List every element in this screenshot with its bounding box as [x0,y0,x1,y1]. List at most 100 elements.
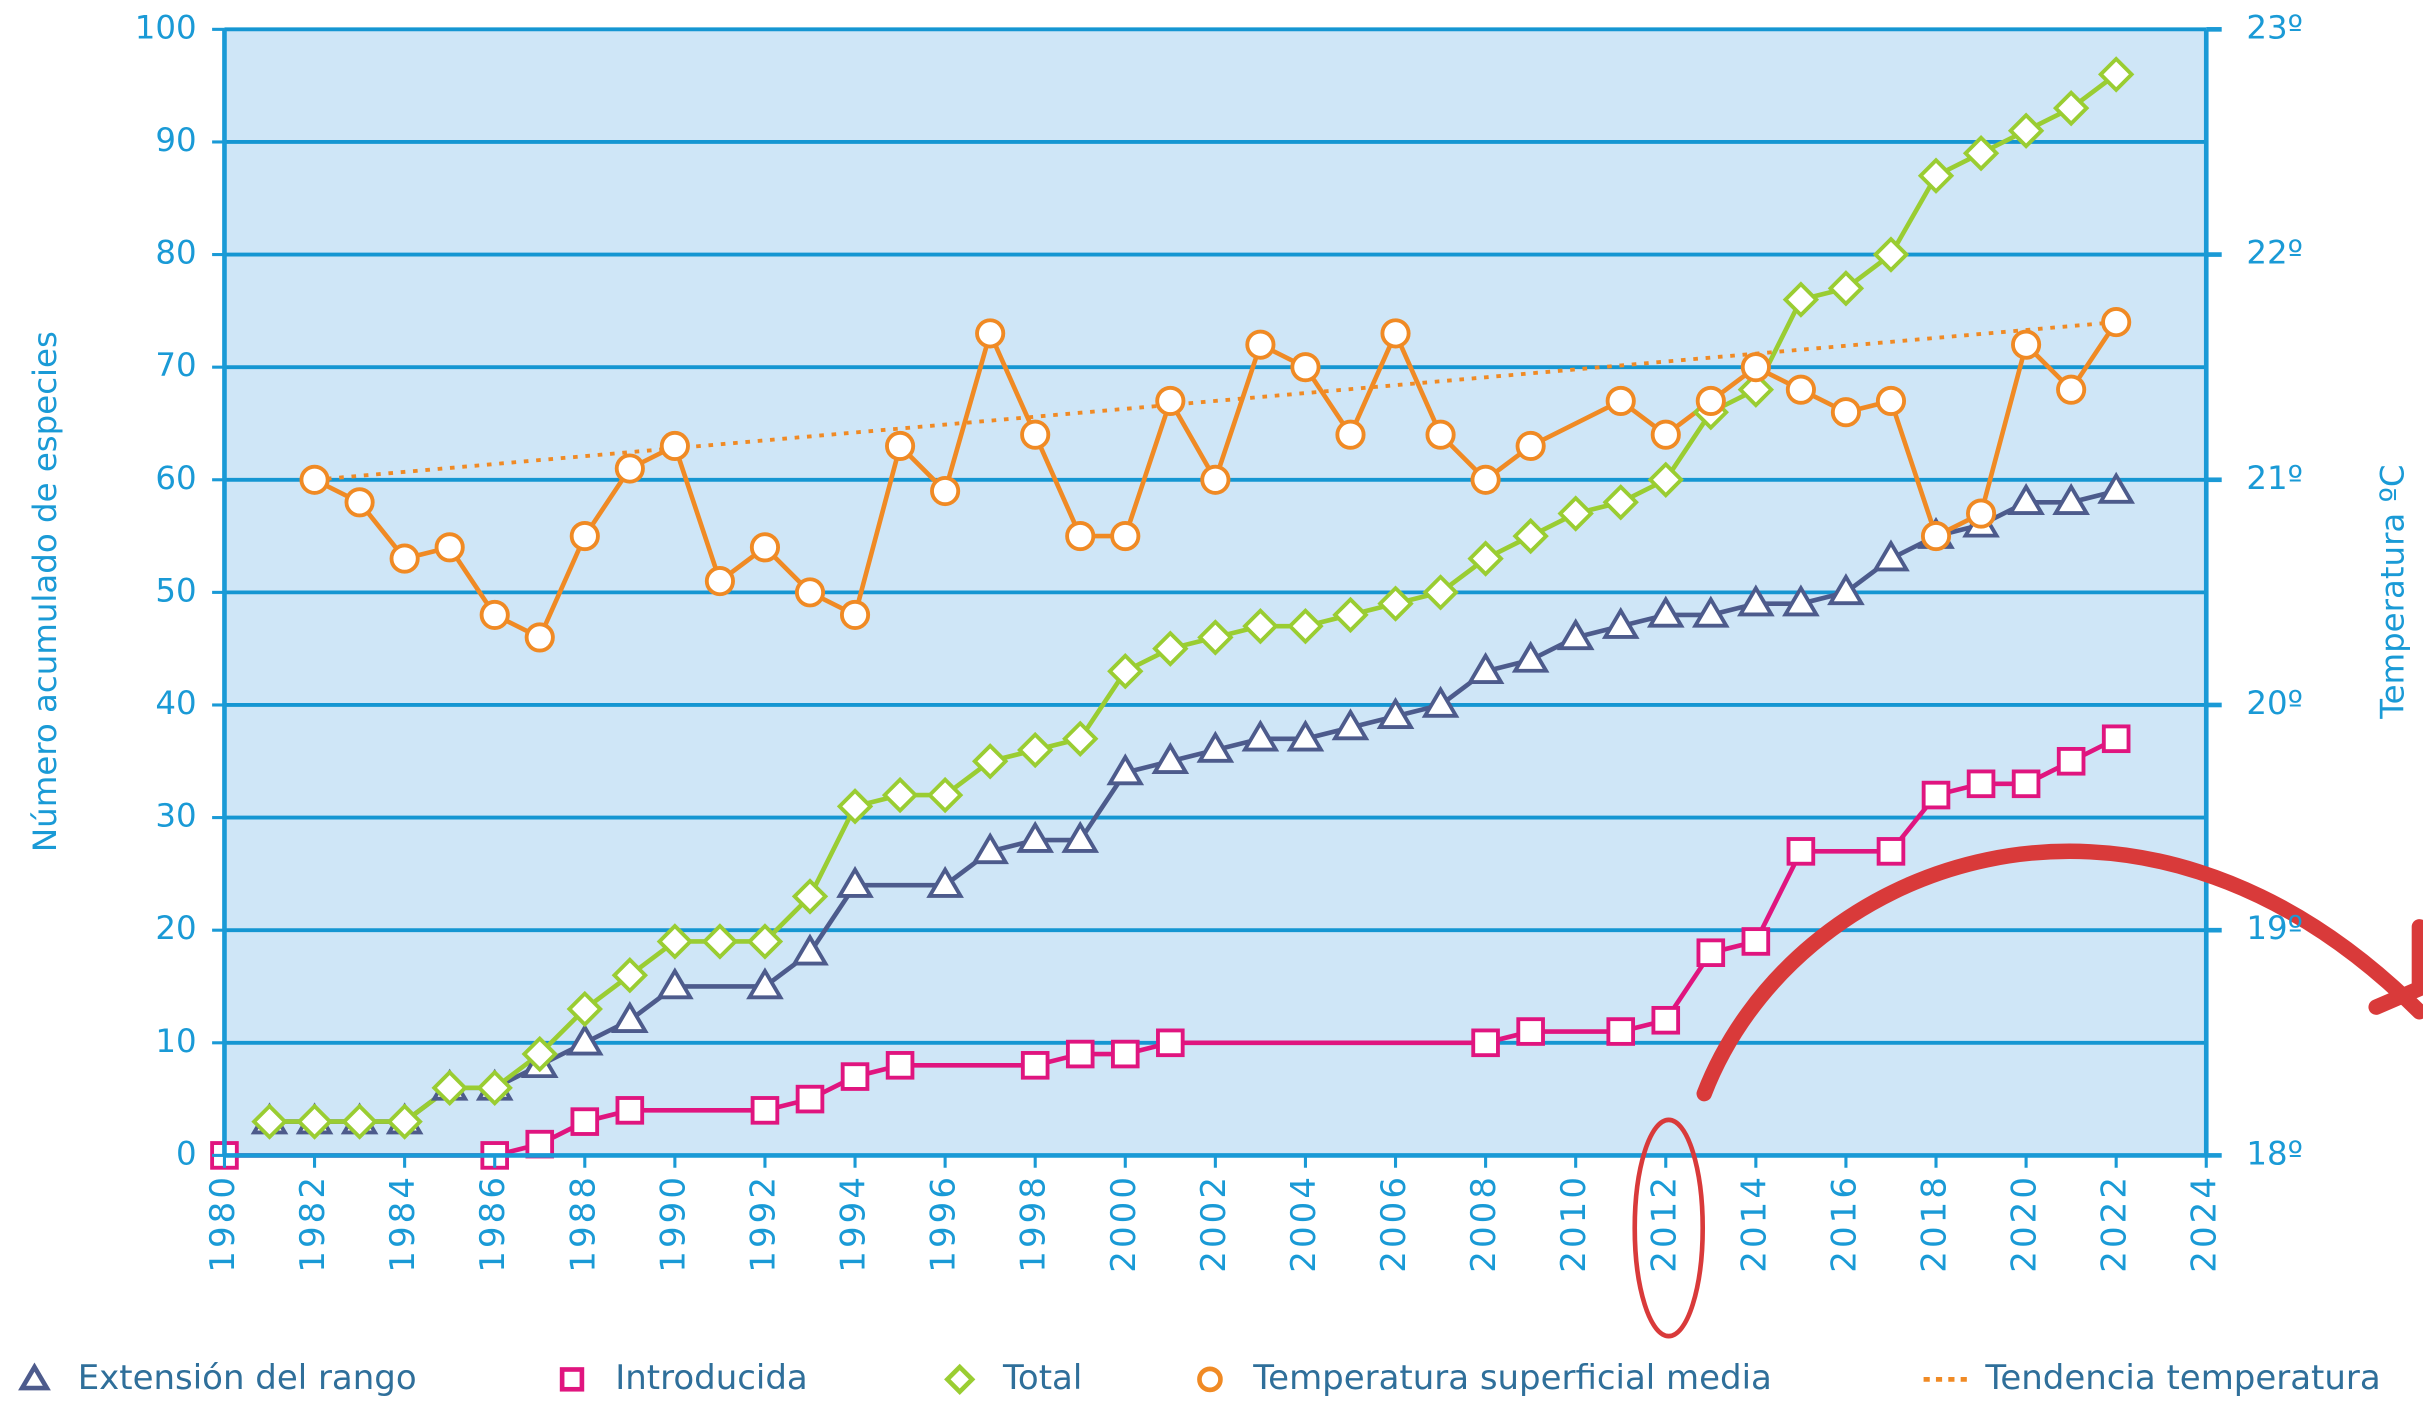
y2-tick-label: 22º [2246,234,2303,272]
circle-marker [932,478,958,504]
circle-marker [752,534,778,560]
x-tick-label: 1982 [293,1174,333,1273]
circle-marker [977,320,1003,346]
square-marker [2059,749,2084,774]
circle-marker [1427,422,1453,448]
y-tick-label: 20 [155,909,196,947]
circle-marker [1833,399,1859,425]
square-marker [1653,1008,1678,1033]
circle-marker [662,433,688,459]
square-marker [753,1098,778,1123]
x-tick-label: 2010 [1554,1174,1594,1273]
circle-marker [1878,388,1904,414]
triangle-marker [22,1367,47,1388]
circle-marker [1157,388,1183,414]
square-marker [1518,1019,1543,1044]
x-tick-label: 2006 [1374,1174,1414,1273]
y-tick-label: 90 [155,121,196,159]
circle-marker [1788,377,1814,403]
circle-marker [1698,388,1724,414]
circle-marker [1968,500,1994,526]
square-marker [1924,783,1949,808]
circle-marker [301,467,327,493]
legend-label: Introducida [615,1358,807,1398]
x-tick-label: 1984 [383,1174,423,1273]
arrow-head [2376,927,2419,1007]
x-tick-label: 1998 [1014,1174,1054,1273]
circle-marker [2013,332,2039,358]
circle-marker [617,455,643,481]
circle-marker [1923,523,1949,549]
circle-marker [1112,523,1138,549]
circle-marker [797,579,823,605]
y-tick-label: 60 [155,459,196,497]
square-marker [562,1369,582,1389]
y2-axis-title: Temperatura ºC [2374,464,2412,719]
circle-marker [2103,309,2129,335]
square-marker [1158,1030,1183,1055]
x-tick-label: 1990 [653,1174,693,1273]
x-tick-label: 1980 [203,1174,243,1273]
page: {"chart_data": {"type": "line", "y_label… [0,0,2423,1401]
square-marker [1473,1030,1498,1055]
x-tick-label: 2014 [1734,1174,1774,1273]
legend-label: Temperatura superficial media [1252,1358,1772,1398]
x-tick-label: 2004 [1284,1174,1324,1273]
circle-marker [707,568,733,594]
y-tick-label: 10 [155,1022,196,1060]
square-marker [888,1053,913,1078]
x-tick-label: 2012 [1644,1174,1684,1273]
square-marker [1743,929,1768,954]
chart: Número acumulado de especies Temperatura… [0,0,2423,1401]
square-marker [1608,1019,1633,1044]
circle-marker [2058,377,2084,403]
x-tick-label: 2024 [2185,1174,2225,1273]
x-tick-label: 1994 [834,1174,874,1273]
square-marker [1969,771,1994,796]
y2-tick-label: 20º [2246,684,2303,722]
circle-marker [1608,388,1634,414]
circle-marker [1292,354,1318,380]
circle-marker [1202,467,1228,493]
circle-marker [887,433,913,459]
x-tick-label: 2018 [1915,1174,1955,1273]
circle-marker [1382,320,1408,346]
circle-marker [1199,1369,1220,1390]
y-axis-title: Número acumulado de especies [26,331,64,852]
x-tick-label: 1988 [563,1174,603,1273]
square-marker [1879,839,1904,864]
square-marker [617,1098,642,1123]
square-marker [1113,1042,1138,1067]
circle-marker [1067,523,1093,549]
square-marker [1698,940,1723,965]
circle-marker [572,523,598,549]
y-tick-label: 30 [155,797,196,835]
y-tick-label: 0 [176,1134,197,1172]
circle-marker [1022,422,1048,448]
x-tick-label: 2020 [2005,1174,2045,1273]
square-marker [1023,1053,1048,1078]
square-marker [2104,726,2129,751]
diamond-marker [947,1367,972,1392]
y-tick-label: 80 [155,234,196,272]
y2-tick-label: 19º [2246,909,2303,947]
y2-tick-label: 18º [2246,1134,2303,1172]
x-tick-label: 2016 [1824,1174,1864,1273]
legend-label: Total [1002,1358,1082,1398]
y-tick-label: 70 [155,346,196,384]
circle-marker [346,489,372,515]
y-tick-label: 40 [155,684,196,722]
square-marker [1068,1042,1093,1067]
y2-tick-label: 23º [2246,8,2303,46]
circle-marker [1518,433,1544,459]
square-marker [843,1064,868,1089]
y-tick-label: 100 [135,8,197,46]
circle-marker [1743,354,1769,380]
x-tick-label: 2022 [2095,1174,2135,1273]
square-marker [572,1109,597,1134]
x-tick-label: 1996 [924,1174,964,1273]
legend-label: Tendencia temperatura [1984,1358,2380,1398]
x-tick-label: 1992 [743,1174,783,1273]
circle-marker [527,624,553,650]
circle-marker [1472,467,1498,493]
